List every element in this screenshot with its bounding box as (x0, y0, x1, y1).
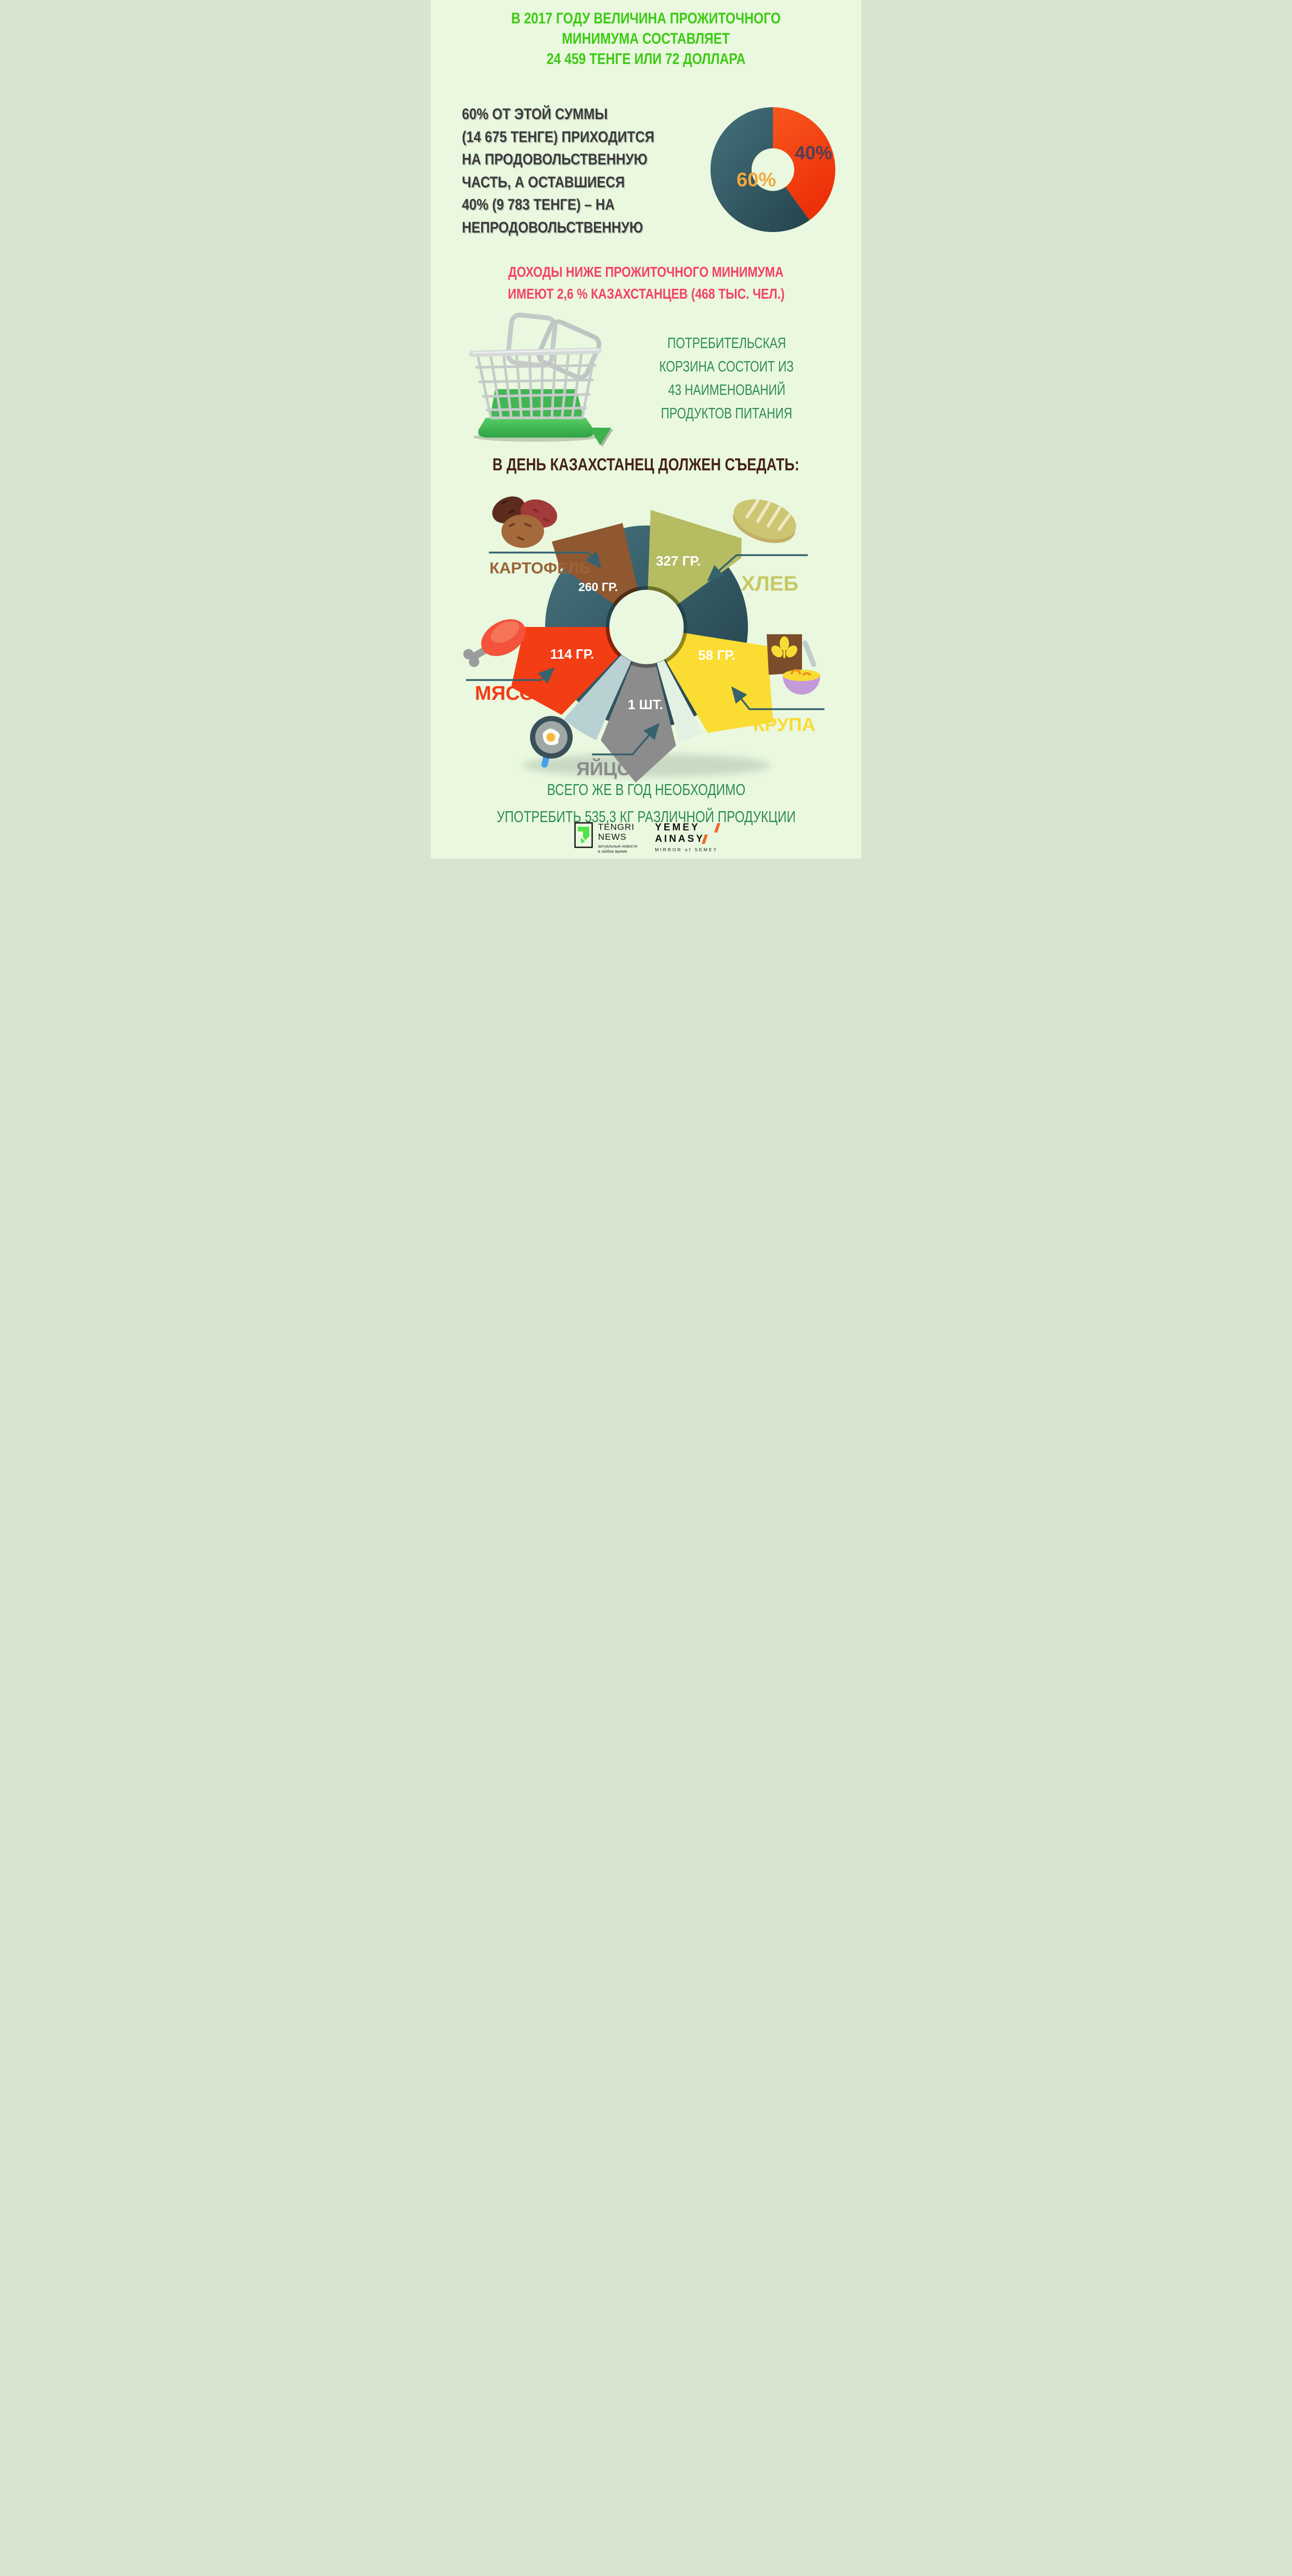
donut-chart-60-40: 60% 40% (710, 107, 835, 232)
basket-line: КОРЗИНА СОСТОИТ ИЗ (659, 358, 794, 375)
green-down-arrow-icon (589, 428, 613, 447)
label-potato: КАРТОФЕЛЬ (489, 559, 591, 577)
page-title: В 2017 ГОДУ ВЕЛИЧИНА ПРОЖИТОЧНОГО МИНИМУ… (431, 8, 861, 69)
infographic-page: В 2017 ГОДУ ВЕЛИЧИНА ПРОЖИТОЧНОГО МИНИМУ… (431, 0, 861, 858)
shopping-basket-icon (469, 312, 602, 442)
basket-grid (475, 352, 597, 419)
yemey-line1: YEMEY (655, 822, 700, 833)
filler-sector-blue (563, 655, 631, 740)
sum-line: НА ПРОДОВОЛЬСТВЕННУЮ (462, 151, 648, 168)
tengri-tagline: актуальные новости (598, 844, 638, 849)
value-potato: 260 ГР. (578, 580, 618, 594)
connector-potato (489, 551, 602, 569)
daily-intake-header: В ДЕНЬ КАЗАХСТАНЕЦ ДОЛЖЕН СЪЕДАТЬ: (492, 455, 800, 474)
basket-base (478, 418, 595, 438)
petal-cereal (665, 633, 773, 733)
consumer-basket-text: ПОТРЕБИТЕЛЬСКАЯ КОРЗИНА СОСТОИТ ИЗ 43 НА… (605, 332, 848, 426)
tengri-name-line: TENGRI (598, 822, 635, 832)
connector-meat (466, 667, 555, 684)
label-bread: ХЛЕБ (741, 572, 798, 595)
slice-40-percent (773, 107, 835, 221)
connector-cereal (731, 686, 824, 710)
daily-food-chart: 327 ГР. 58 ГР. 1 ШТ. 114 ГР. 260 ГР. ХЛЕ… (463, 496, 824, 783)
value-egg: 1 ШТ. (628, 697, 663, 712)
yemey-ainasy-logo: YEMEY AINASY MIRROR of SEMEY (655, 822, 721, 852)
basket-rim (469, 348, 601, 357)
basket-rim-highlight (471, 349, 599, 354)
petal-meat (511, 627, 621, 715)
yearly-line: ВСЕГО ЖЕ В ГОД НЕОБХОДИМО (547, 780, 745, 799)
connector-lines (466, 551, 824, 755)
egg-pan-icon (530, 716, 573, 768)
label-cereal: КРУПА (753, 714, 816, 735)
title-line: 24 459 ТЕНГЕ ИЛИ 72 ДОЛЛАРА (546, 50, 746, 68)
basket-line: ПОТРЕБИТЕЛЬСКАЯ (667, 335, 786, 352)
footer-logos: TENGRI NEWS актуальные новости в любое в… (431, 822, 861, 854)
tengri-tagline: в любое время (598, 849, 627, 854)
bread-icon (733, 499, 796, 543)
connector-egg (592, 723, 660, 755)
basket-line: ПРОДУКТОВ ПИТАНИЯ (661, 405, 793, 422)
title-line: В 2017 ГОДУ ВЕЛИЧИНА ПРОЖИТОЧНОГО (511, 10, 781, 27)
value-meat: 114 ГР. (550, 646, 595, 662)
petal-egg (601, 661, 676, 783)
filler-sector-mint (656, 660, 703, 742)
label-40-percent: 40% (795, 142, 832, 163)
donut-hole (752, 148, 794, 191)
poverty-line: ДОХОДЫ НИЖЕ ПРОЖИТОЧНОГО МИНИМУМА (508, 264, 784, 280)
tengri-logo-icon (574, 822, 593, 848)
poverty-statement: ДОХОДЫ НИЖЕ ПРОЖИТОЧНОГО МИНИМУМА ИМЕЮТ … (431, 261, 861, 305)
sum-line: 60% ОТ ЭТОЙ СУММЫ (462, 106, 608, 123)
yearly-line: УПОТРЕБИТЬ 535,3 КГ РАЗЛИЧНОЙ ПРОДУКЦИИ (496, 808, 796, 826)
poverty-line: ИМЕЮТ 2,6 % КАЗАХСТАНЦЕВ (468 ТЫС. ЧЕЛ.) (507, 286, 785, 302)
petal-inner-arcs (605, 586, 687, 668)
label-meat: МЯСО (475, 683, 535, 704)
label-egg: ЯЙЦО (576, 758, 631, 779)
tengri-name-line: NEWS (598, 832, 627, 842)
yearly-total-text: ВСЕГО ЖЕ В ГОД НЕОБХОДИМО УПОТРЕБИТЬ 535… (431, 776, 861, 830)
yemey-line2: AINASY (655, 834, 705, 844)
petal-bread (648, 510, 742, 605)
sum-line: 40% (9 783 ТЕНГЕ) – НА (462, 196, 615, 213)
potato-icon (492, 496, 558, 548)
meat-icon (463, 619, 526, 667)
sum-split-paragraph: 60% ОТ ЭТОЙ СУММЫ (14 675 ТЕНГЕ) ПРИХОДИ… (462, 103, 688, 239)
label-60-percent: 60% (737, 169, 776, 191)
cereal-icon (767, 634, 820, 695)
value-bread: 327 ГР. (656, 553, 701, 569)
sum-line: (14 675 ТЕНГЕ) ПРИХОДИТСЯ (462, 128, 654, 146)
yemey-tagline: MIRROR of SEMEY (655, 847, 718, 852)
tengri-news-logo: TENGRI NEWS актуальные новости в любое в… (574, 822, 637, 854)
sum-line: НЕПРОДОВОЛЬСТВЕННУЮ (462, 219, 643, 236)
value-cereal: 58 ГР. (698, 647, 735, 663)
sum-line: ЧАСТЬ, А ОСТАВШИЕСЯ (462, 173, 625, 191)
basket-line: 43 НАИМЕНОВАНИЙ (668, 382, 785, 399)
connector-bread (707, 554, 808, 582)
title-line: МИНИМУМА СОСТАВЛЯЕТ (562, 30, 730, 47)
